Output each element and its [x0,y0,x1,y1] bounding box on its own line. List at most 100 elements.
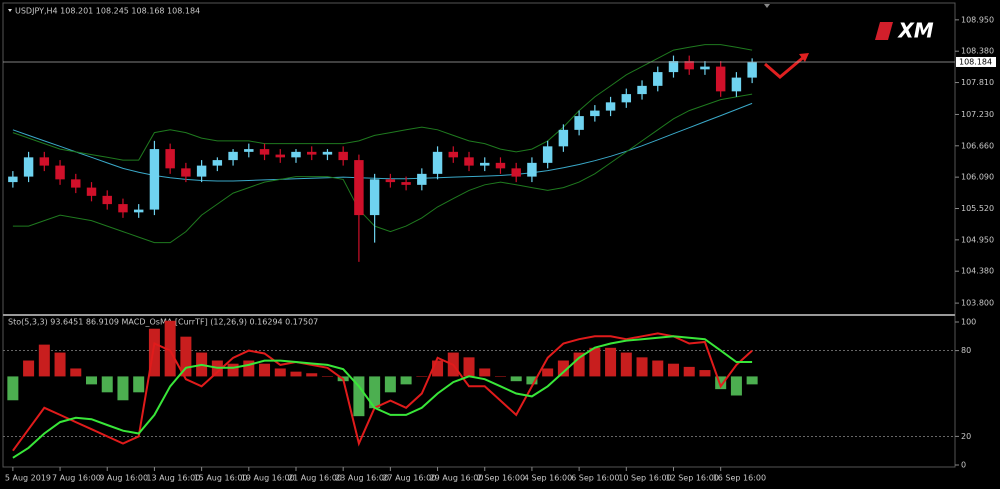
histogram-bar [573,352,585,377]
indicator-title: Sto(5,3,3) 93.6451 86.9109 MACD_OsMA [Cu… [8,318,318,327]
histogram-bar [589,347,601,377]
y-tick-label: 107.230 [961,110,994,119]
x-tick-label: 7 Aug 16:00 [52,474,101,483]
histogram-bar [479,368,491,377]
candle-body [322,151,333,155]
candle-body [55,165,65,180]
y-tick-label: 106.090 [961,173,994,182]
histogram-bar [321,376,333,377]
candle-body [212,160,223,166]
overlay-line [12,93,753,244]
y-tick-label: 106.660 [961,141,994,150]
x-tick-label: 10 Sep 16:00 [618,474,671,483]
candle-body [747,62,757,78]
y-tick-label: 103.800 [961,299,994,308]
candle-body [102,195,112,205]
candle-body [542,146,553,163]
candle-body [228,151,238,161]
candle-body [527,162,537,177]
x-tick-label: 21 Aug 16:00 [288,474,342,483]
histogram-bar [699,370,711,377]
x-tick-label: 12 Sep 16:00 [665,474,718,483]
histogram-bar [101,376,113,393]
indicator-line [12,332,753,452]
candle-body [700,66,710,70]
x-tick-label: 2 Sep 16:00 [477,474,525,483]
x-tick-label: 27 Aug 16:00 [382,474,436,483]
candle-body [133,209,144,213]
logo-mark [875,22,893,40]
last-price-label: 108.184 [959,57,992,66]
candle-body [307,151,317,155]
candle-body [480,162,490,166]
histogram-bar [227,363,239,377]
candle-body [464,157,474,166]
x-tick-label: 15 Aug 16:00 [194,474,248,483]
y-tick-label: 104.380 [961,267,994,276]
frame [2,2,956,468]
histogram-bar [667,363,679,377]
histogram-bar [557,360,569,377]
histogram-bar [70,368,82,377]
candle-body [8,176,18,183]
y-tick-label: 107.810 [961,78,994,87]
candle-body [417,173,427,185]
candle-body [653,72,663,86]
histogram-bar [23,360,35,377]
candle-body [495,162,506,169]
candle-body [448,151,458,158]
histogram-bar [290,371,302,377]
candle-body [385,179,396,183]
candle-body [511,168,521,177]
indicator-line [12,335,753,459]
x-tick-label: 29 Aug 16:00 [430,474,484,483]
histogram-bar [652,360,664,377]
candle-body [558,129,569,147]
histogram-bar [384,376,396,393]
last-price-box [956,56,996,67]
histogram-bar [526,376,538,385]
candle-body [149,149,160,210]
forecast-arrow [764,54,806,79]
y-tick-label: 100 [961,318,976,327]
x-tick-label: 6 Sep 16:00 [571,474,619,483]
candle-body [715,66,726,92]
histogram-bar [620,352,632,377]
y-tick-label: 108.950 [961,15,994,24]
candle-body [181,168,191,177]
histogram-bar [715,376,727,390]
histogram-bar [148,328,160,377]
x-tick-label: 19 Aug 16:00 [241,474,295,483]
histogram-bar [38,344,50,377]
candle-body [590,110,600,117]
histogram-bar [117,376,129,401]
y-tick-label: 105.520 [961,204,994,213]
histogram-bar [683,366,695,377]
chart-title: USDJPY,H4 108.201 108.245 108.168 108.18… [15,7,200,16]
x-tick-label: 23 Aug 16:00 [335,474,389,483]
y-tick-label: 80 [961,346,971,355]
histogram-bar [510,376,522,382]
candle-body [259,149,270,155]
histogram-bar [86,376,98,385]
histogram-bar [180,336,192,377]
histogram-bar [369,376,381,409]
histogram-bar [542,368,554,377]
candle-body [244,149,254,152]
histogram-bar [432,360,444,377]
candle-body [275,154,285,158]
candle-body [731,77,742,92]
candle-body [196,165,207,177]
histogram-bar [164,320,176,377]
x-tick-label: 16 Sep 16:00 [713,474,766,483]
x-tick-label: 9 Aug 16:00 [99,474,148,483]
histogram-bar [7,376,19,401]
histogram-bar [494,376,506,377]
x-tick-label: 13 Aug 16:00 [146,474,200,483]
candle-body [432,151,443,174]
candle-body [71,179,81,188]
x-tick-label: 4 Sep 16:00 [524,474,572,483]
